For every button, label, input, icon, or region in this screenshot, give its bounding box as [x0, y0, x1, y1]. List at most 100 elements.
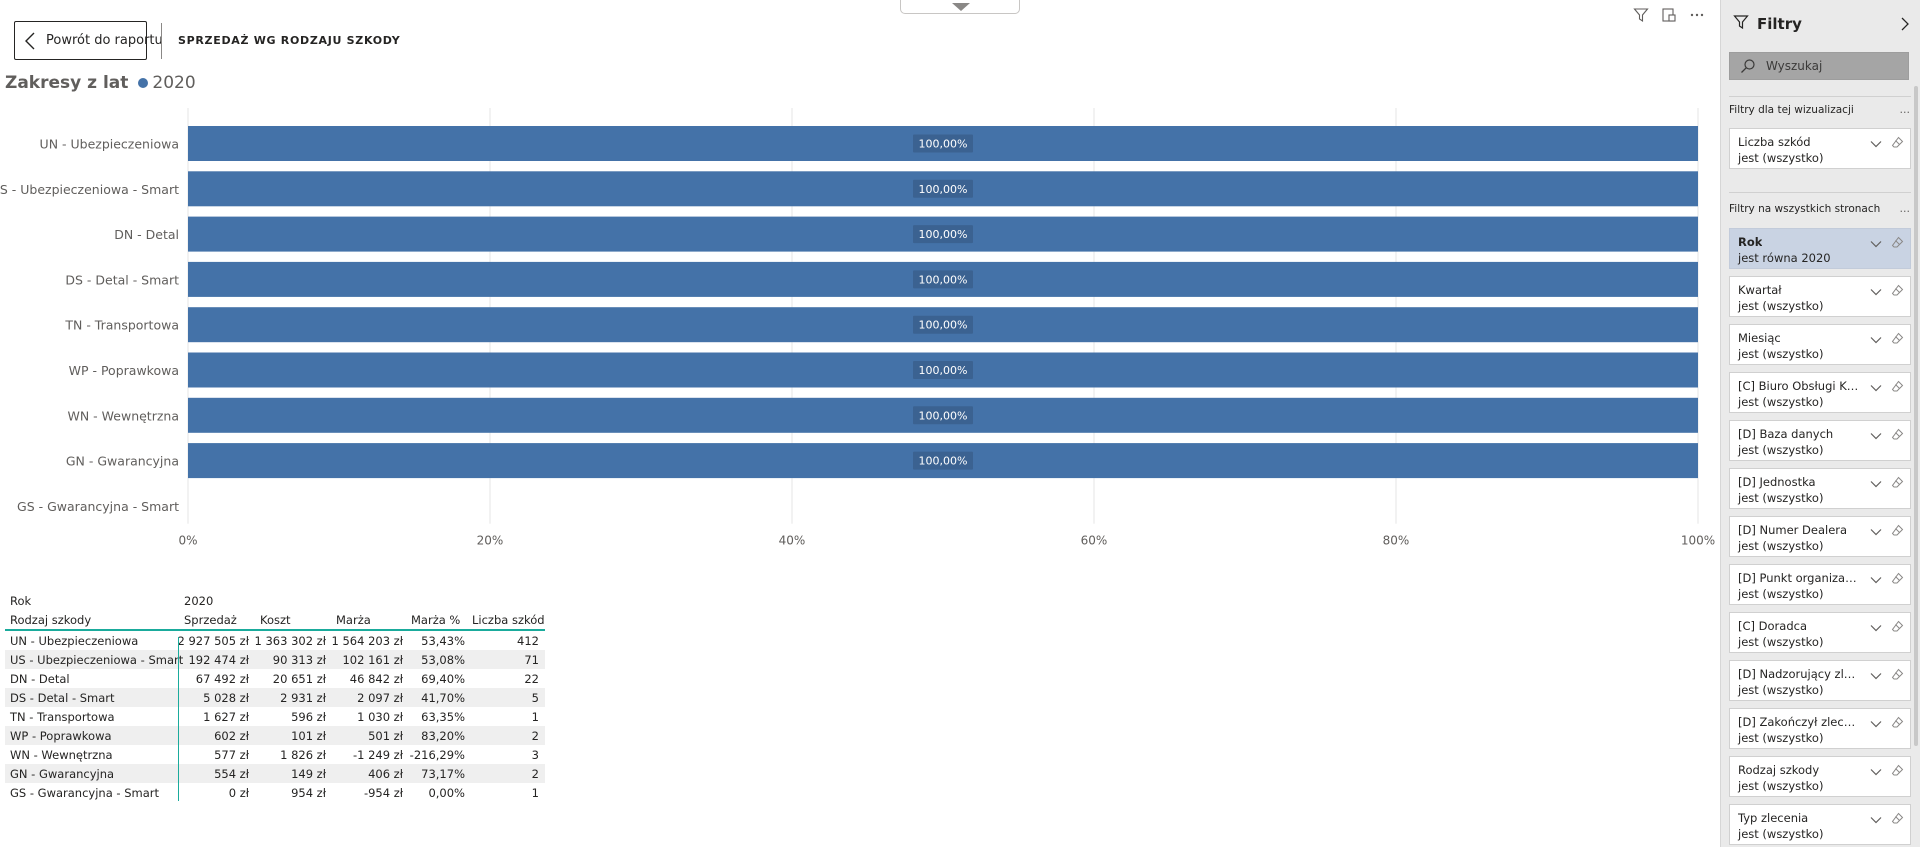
eraser-icon[interactable]	[1891, 618, 1904, 632]
chart-legend: Zakresy z lat 2020	[5, 73, 196, 93]
chevron-down-icon[interactable]	[1870, 475, 1882, 488]
table-row[interactable]: WP - Poprawkowa 602 zł 101 zł 501 zł 83,20% 2	[5, 726, 545, 745]
data-label-bg	[913, 134, 973, 153]
eraser-icon[interactable]	[1891, 282, 1904, 296]
table-cell: 2 931 zł	[280, 691, 326, 705]
column-header[interactable]: Marża %	[411, 613, 461, 627]
filter-card[interactable]: Kwartał jest (wszystko)	[1729, 276, 1911, 317]
search-input[interactable]	[1766, 59, 1906, 73]
column-header[interactable]: Liczba szkód	[472, 613, 545, 627]
category-label[interactable]: TN - Transportowa	[64, 318, 179, 333]
filter-card[interactable]: [D] Baza danych jest (wszystko)	[1729, 420, 1911, 461]
category-label[interactable]: US - Ubezpieczeniowa - Smart	[0, 182, 179, 197]
category-label[interactable]: WP - Poprawkowa	[69, 363, 179, 378]
filter-card[interactable]: Rodzaj szkody jest (wszystko)	[1729, 756, 1911, 797]
chevron-down-icon[interactable]	[1870, 811, 1882, 824]
filter-card[interactable]: [C] Biuro Obsługi Klie... jest (wszystko)	[1729, 372, 1911, 413]
chevron-down-icon[interactable]	[1870, 571, 1882, 584]
filter-card[interactable]: Liczba szkód jest (wszystko)	[1729, 128, 1911, 169]
filters-scrollbar[interactable]	[1914, 86, 1918, 746]
category-label[interactable]: DS - Detal - Smart	[65, 272, 179, 287]
eraser-icon[interactable]	[1891, 378, 1904, 392]
legend-series-dot	[138, 78, 149, 88]
eraser-icon[interactable]	[1891, 234, 1904, 248]
category-label[interactable]: DN - Detal	[114, 227, 179, 242]
eraser-icon[interactable]	[1891, 810, 1904, 824]
category-label[interactable]: UN - Ubezpieczeniowa	[40, 137, 179, 152]
filter-card[interactable]: [D] Punkt organizacyjny jest (wszystko)	[1729, 564, 1911, 605]
table-cell: -1 249 zł	[352, 748, 403, 762]
filter-card[interactable]: [C] Doradca jest (wszystko)	[1729, 612, 1911, 653]
table-cell: 1 030 zł	[357, 710, 403, 724]
filter-icon[interactable]	[1632, 6, 1650, 24]
table-row[interactable]: GS - Gwarancyjna - Smart 0 zł 954 zł -954 z…	[5, 783, 545, 802]
table-cell: 90 313 zł	[272, 653, 326, 667]
x-tick-label: 20%	[477, 534, 504, 548]
filter-card-name: Kwartał	[1738, 283, 1782, 297]
collapse-arrow-icon[interactable]	[900, 0, 1020, 14]
category-label[interactable]: GN - Gwarancyjna	[66, 454, 179, 469]
table-row[interactable]: DN - Detal 67 492 zł 20 651 zł 46 842 zł 69,…	[5, 669, 545, 688]
table-row[interactable]: WN - Wewnętrzna 577 zł 1 826 zł -1 249 zł -2…	[5, 745, 545, 764]
eraser-icon[interactable]	[1891, 134, 1904, 148]
eraser-icon[interactable]	[1891, 426, 1904, 440]
filter-card-value: jest (wszystko)	[1738, 347, 1824, 361]
year-header[interactable]: 2020	[184, 594, 214, 608]
back-to-report-button[interactable]: Powrót do raportu	[14, 21, 163, 60]
legend-title: Zakresy z lat	[5, 73, 129, 93]
chevron-down-icon[interactable]	[1870, 667, 1882, 680]
column-header[interactable]: Marża	[336, 613, 371, 627]
column-header[interactable]: Sprzedaż	[184, 613, 237, 627]
filter-card[interactable]: [D] Numer Dealera jest (wszystko)	[1729, 516, 1911, 557]
eraser-icon[interactable]	[1891, 666, 1904, 680]
chevron-right-icon[interactable]	[1898, 16, 1912, 31]
filter-card[interactable]: [D] Nadzorujący zlece... jest (wszystko)	[1729, 660, 1911, 701]
table-cell: 69,40%	[421, 672, 465, 686]
eraser-icon[interactable]	[1891, 570, 1904, 584]
more-options-icon[interactable]	[1688, 6, 1706, 24]
filter-card-value: jest równa 2020	[1738, 251, 1831, 265]
category-label[interactable]: GS - Gwarancyjna - Smart	[17, 499, 179, 514]
chevron-down-icon[interactable]	[1870, 763, 1882, 776]
filter-card[interactable]: [D] Jednostka jest (wszystko)	[1729, 468, 1911, 509]
chevron-down-icon[interactable]	[1870, 715, 1882, 728]
x-tick-label: 0%	[178, 534, 197, 548]
filters-search-box[interactable]	[1729, 52, 1909, 80]
filter-card[interactable]: Rok jest równa 2020	[1729, 228, 1911, 269]
filter-card[interactable]: [D] Zakończył zlecenie jest (wszystko)	[1729, 708, 1911, 749]
eraser-icon[interactable]	[1891, 714, 1904, 728]
eraser-icon[interactable]	[1891, 522, 1904, 536]
table-column-header-row: Rodzaj szkody Sprzedaż Koszt Marża Marża % L…	[5, 610, 545, 629]
row-header-divider	[178, 637, 179, 801]
table-cell: 2 927 505 zł	[177, 634, 250, 648]
chevron-down-icon[interactable]	[1870, 523, 1882, 536]
chevron-down-icon[interactable]	[1870, 379, 1882, 392]
column-header-rodzaj[interactable]: Rodzaj szkody	[10, 613, 92, 627]
legend-series-name[interactable]: 2020	[152, 73, 196, 93]
filter-card-value: jest (wszystko)	[1738, 443, 1824, 457]
more-options-icon[interactable]: …	[1899, 203, 1911, 215]
more-options-icon[interactable]: …	[1899, 104, 1911, 116]
chevron-down-icon[interactable]	[1870, 283, 1882, 296]
filter-card[interactable]: Typ zlecenia jest (wszystko)	[1729, 804, 1911, 845]
table-row[interactable]: TN - Transportowa 1 627 zł 596 zł 1 030 zł 6…	[5, 707, 545, 726]
table-row[interactable]: DS - Detal - Smart 5 028 zł 2 931 zł 2 097 …	[5, 688, 545, 707]
eraser-icon[interactable]	[1891, 330, 1904, 344]
eraser-icon[interactable]	[1891, 474, 1904, 488]
chevron-down-icon[interactable]	[1870, 427, 1882, 440]
table-cell: 101 zł	[291, 729, 326, 743]
table-row[interactable]: GN - Gwarancyjna 554 zł 149 zł 406 zł 73,17%…	[5, 764, 545, 783]
table-row[interactable]: UN - Ubezpieczeniowa 2 927 505 zł 1 363 30…	[5, 631, 545, 650]
category-label[interactable]: WN - Wewnętrzna	[67, 408, 179, 423]
column-header[interactable]: Koszt	[260, 613, 291, 627]
chevron-down-icon[interactable]	[1870, 619, 1882, 632]
focus-mode-icon[interactable]	[1660, 6, 1678, 24]
table-row[interactable]: US - Ubezpieczeniowa - Smart 192 474 zł 90…	[5, 650, 545, 669]
chevron-down-icon[interactable]	[1870, 235, 1882, 248]
chevron-down-icon[interactable]	[1870, 331, 1882, 344]
filter-card[interactable]: Miesiąc jest (wszystko)	[1729, 324, 1911, 365]
row-label: WP - Poprawkowa	[10, 729, 112, 743]
eraser-icon[interactable]	[1891, 762, 1904, 776]
chevron-down-icon[interactable]	[1870, 135, 1882, 148]
